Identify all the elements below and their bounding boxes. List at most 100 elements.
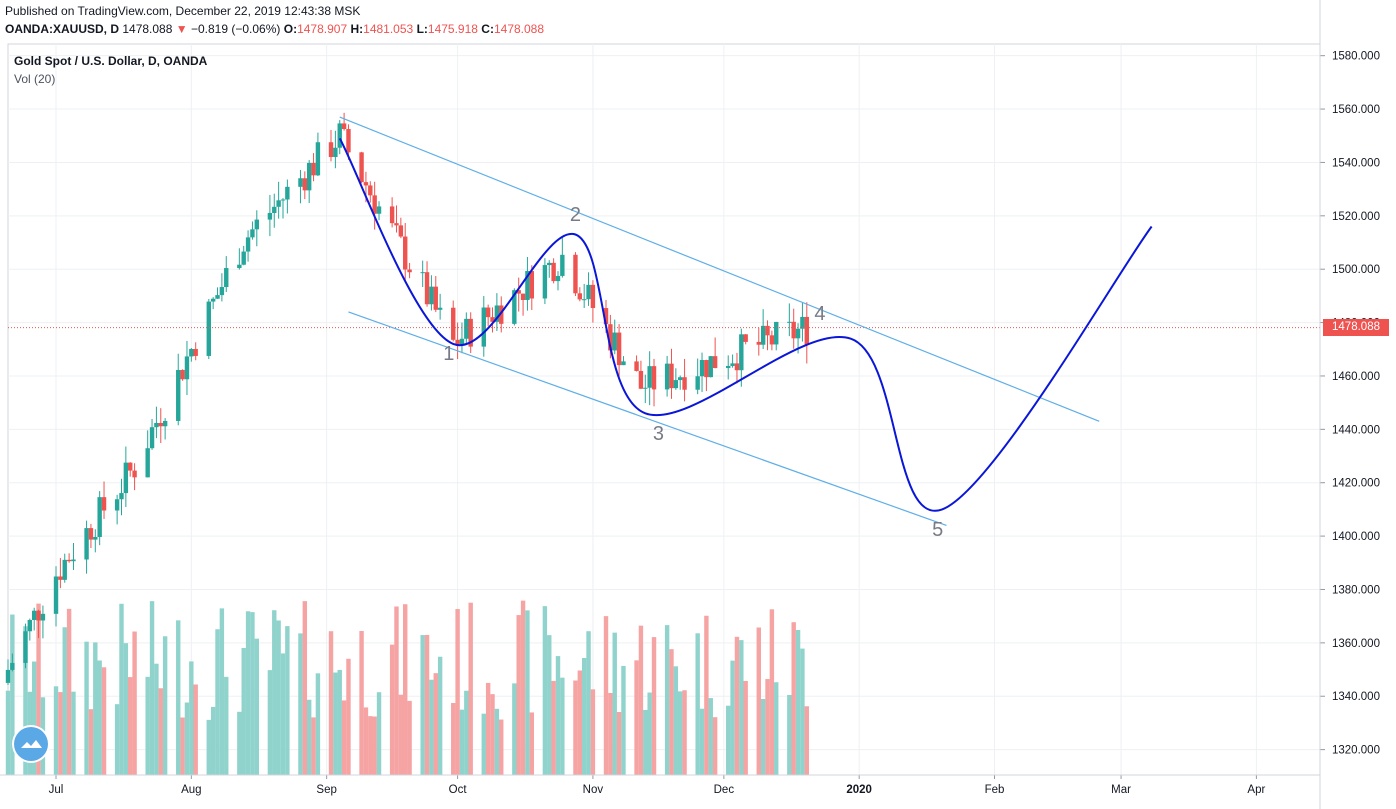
candle-body [726,365,731,369]
volume-bar [219,608,225,775]
candle-body [634,361,639,371]
x-tick-label: Dec [714,784,735,796]
volume-bar [577,670,583,775]
candle-body [643,387,648,389]
volume-bar [590,689,596,775]
candle-body [176,369,181,421]
volume-bar [88,709,94,775]
candle-body [603,308,609,325]
candle-body [756,341,761,345]
volume-bar [555,656,561,775]
volume-bar [394,606,399,775]
open-value: 1478.907 [297,22,348,36]
tradingview-logo-icon[interactable] [14,727,48,761]
volume-bar [71,691,76,775]
candle-body [215,295,220,299]
high-value: 1481.053 [363,22,414,36]
volume-bar [494,708,500,775]
plot-frame [7,43,1321,776]
volume-bar [285,626,290,775]
volume-bar [464,690,469,775]
y-tick-label: 1560.000 [1332,104,1380,116]
volume-bar [276,620,281,775]
candle-body [429,286,434,305]
candle-body [743,334,748,342]
volume-bar [210,706,216,775]
candle-body [433,286,438,310]
volume-bar [193,684,198,775]
candle-body [298,178,303,187]
x-tick-label: Apr [1247,784,1265,796]
volume-bar [542,606,548,775]
x-tick-label: Jul [49,784,64,796]
last-price-badge: 1478.088 [1323,319,1389,336]
volume-bars [5,600,809,775]
volume-bar [774,682,779,775]
volume-bar [66,608,72,775]
volume-bar [420,635,425,775]
candle-body [154,422,159,428]
last-value: 1478.088 [122,22,173,36]
candle-body [71,559,76,562]
candle-body [372,195,377,214]
volume-bar [346,658,351,775]
volume-bar [119,603,124,775]
candle-body [398,225,404,237]
y-tick-label: 1580.000 [1332,51,1380,63]
published-note: Published on TradingView.com, December 2… [5,4,361,18]
wave-label-1: 1 [443,343,454,365]
candle-body [577,293,583,300]
descending-channel[interactable] [339,116,1100,526]
candle-body [551,262,556,282]
volume-bar [389,644,395,775]
volume-bar [359,631,364,775]
volume-bar [5,690,11,775]
candle-body [774,321,779,345]
volume-bar [520,600,526,775]
candle-body [132,470,137,478]
candle-body [119,493,124,500]
candle-body [224,268,229,288]
candle-body [739,334,744,371]
candle-body [555,275,561,282]
volume-bar [560,677,565,775]
candle-body [180,369,185,380]
y-tick-label: 1320.000 [1332,745,1380,757]
volume-bar [795,629,801,775]
volume-bar [634,660,639,775]
low-label: L: [416,22,428,36]
volume-bar [123,643,129,775]
candle-body [651,366,657,390]
candle-body [468,318,473,347]
volume-bar [298,633,303,775]
candle-body [673,380,679,389]
candle-body [787,321,792,323]
candle-body [420,272,425,274]
candle-body [27,619,33,632]
candle-body [346,129,351,153]
volume-bar [734,636,740,775]
volume-bar [337,669,342,775]
volume-bar [525,610,530,775]
volume-bar [669,649,674,775]
candle-body [189,348,194,357]
candle-body [128,462,133,471]
volume-bar [23,626,28,775]
candle-body [254,219,260,230]
candle-body [145,448,150,478]
volume-bar [516,615,521,775]
volume-indicator-label: Vol (20) [14,72,56,86]
forecast-path[interactable] [338,137,1153,512]
volume-bar [573,680,578,775]
candle-body [464,318,469,339]
volume-bar [341,700,347,775]
candle-body [333,147,338,158]
volume-bar [730,660,735,775]
candle-body [699,360,705,377]
candle-body [490,317,495,322]
candle-body [88,528,94,540]
volume-bar [376,692,382,775]
series-title: Gold Spot / U.S. Dollar, D, OANDA [14,54,208,68]
candle-body [158,422,163,427]
